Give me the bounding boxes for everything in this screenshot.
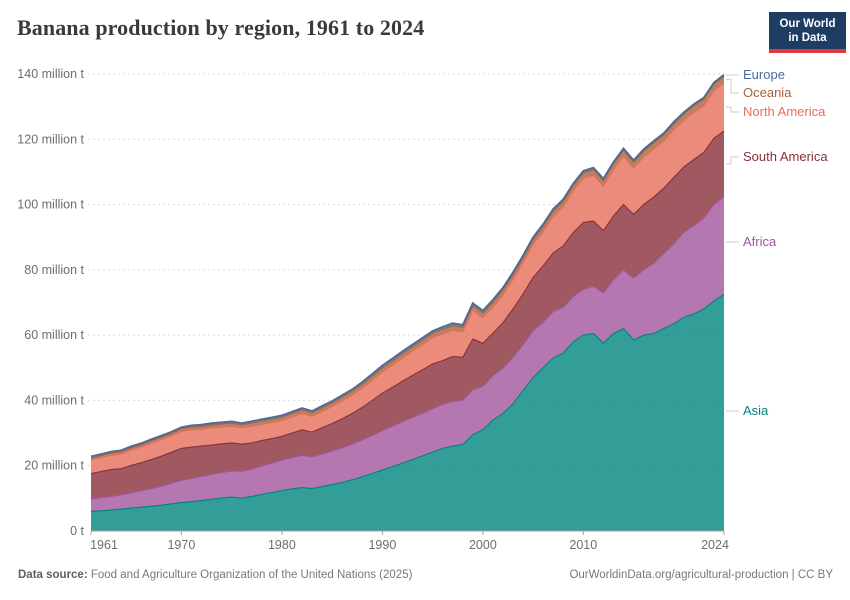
legend-item-africa[interactable]: Africa <box>743 234 777 249</box>
owid-logo-line2: in Data <box>788 32 827 44</box>
x-axis-tick-label: 1961 <box>90 538 118 552</box>
series-line-south-america <box>90 130 725 475</box>
data-source: Data source: Food and Agriculture Organi… <box>18 569 412 581</box>
data-source-text: Food and Agriculture Organization of the… <box>87 569 413 581</box>
y-axis-tick-label: 60 million t <box>24 328 84 342</box>
y-axis-tick-label: 100 million t <box>17 198 84 212</box>
y-axis-tick-label: 40 million t <box>24 393 84 407</box>
chart-footer: Data source: Food and Agriculture Organi… <box>18 569 833 581</box>
y-axis-tick-label: 0 t <box>70 524 84 538</box>
legend-item-north-america[interactable]: North America <box>743 104 826 119</box>
x-axis-tick-label: 1980 <box>268 538 296 552</box>
area-africa[interactable] <box>91 196 724 512</box>
series-line-north-america <box>90 82 725 461</box>
legend-item-south-america[interactable]: South America <box>743 149 828 164</box>
legend-item-oceania[interactable]: Oceania <box>743 85 792 100</box>
series-line-asia <box>90 293 725 512</box>
page-title: Banana production by region, 1961 to 202… <box>17 15 425 40</box>
series-line-oceania <box>90 75 725 459</box>
x-axis-tick-label: 2024 <box>701 538 729 552</box>
legend-connector <box>726 78 739 94</box>
area-south-america[interactable] <box>91 131 724 499</box>
x-axis-tick-label: 2010 <box>569 538 597 552</box>
credit-link[interactable]: OurWorldinData.org/agricultural-producti… <box>569 569 833 581</box>
series-line-europe <box>90 73 725 458</box>
x-axis-tick-label: 1970 <box>167 538 195 552</box>
y-axis-tick-label: 20 million t <box>24 459 84 473</box>
legend-connector <box>726 106 739 113</box>
x-axis-tick-label: 1990 <box>368 538 396 552</box>
legend-item-asia[interactable]: Asia <box>743 403 769 418</box>
owid-logo[interactable]: Our World in Data <box>769 12 846 53</box>
owid-logo-line1: Our World <box>779 18 836 30</box>
y-axis-tick-label: 120 million t <box>17 132 84 146</box>
legend-connector <box>726 156 739 165</box>
y-axis-tick-label: 140 million t <box>17 67 84 81</box>
data-source-label: Data source: <box>18 569 88 581</box>
series-line-africa <box>90 195 725 500</box>
x-axis-tick-label: 2000 <box>469 538 497 552</box>
y-axis-tick-label: 80 million t <box>24 263 84 277</box>
area-asia[interactable] <box>91 294 724 531</box>
legend-item-europe[interactable]: Europe <box>743 67 785 82</box>
